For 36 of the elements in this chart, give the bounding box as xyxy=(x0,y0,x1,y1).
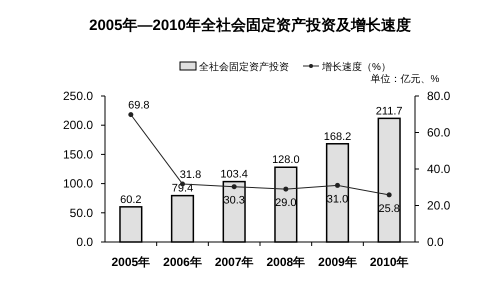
x-tick-label: 2005年 xyxy=(111,255,150,269)
data-label: 103.4 xyxy=(220,168,248,181)
y-tick-label: 150.0 xyxy=(62,147,94,162)
data-label: 211.7 xyxy=(376,105,403,118)
y2-tick-label: 40.0 xyxy=(427,162,451,176)
chart-title: 2005年—2010年全社会固定资产投资及增长速度 xyxy=(89,16,411,34)
x-tick-label: 2007年 xyxy=(214,255,254,269)
data-label: 30.3 xyxy=(223,194,245,207)
legend-label: 全社会固定资产投资 xyxy=(199,61,289,73)
data-label: 31.8 xyxy=(180,168,202,181)
y2-tick-label: 20.0 xyxy=(427,198,451,212)
point xyxy=(283,186,288,192)
point xyxy=(232,184,237,190)
y-tick-label: 250.0 xyxy=(62,89,94,103)
x-tick-label: 2006年 xyxy=(163,255,202,269)
point xyxy=(128,112,134,118)
point xyxy=(386,192,392,198)
y-tick-label: 200.0 xyxy=(62,118,94,132)
y2-tick-label: 60.0 xyxy=(427,126,451,140)
y-tick-label: 100.0 xyxy=(62,176,94,191)
x-tick-label: 2008年 xyxy=(266,255,306,269)
data-label: 69.8 xyxy=(128,100,150,112)
x-tick-label: 2009年 xyxy=(318,255,357,269)
point xyxy=(335,182,340,188)
y-tick-label: 0.0 xyxy=(76,235,94,249)
legend-label: 增长速度（%） xyxy=(321,61,391,73)
text: 单位：亿元、% xyxy=(370,73,440,85)
y2-tick-label: 0.0 xyxy=(427,235,444,249)
data-label: 60.2 xyxy=(120,194,142,206)
x-tick-label: 2010年 xyxy=(370,255,409,269)
data-label: 25.8 xyxy=(378,202,400,215)
y2-tick-label: 80.0 xyxy=(427,89,451,103)
y-tick-label: 50.0 xyxy=(70,206,94,220)
data-label: 168.2 xyxy=(324,130,352,143)
data-label: 29.0 xyxy=(275,197,297,210)
data-label: 128.0 xyxy=(272,154,300,166)
